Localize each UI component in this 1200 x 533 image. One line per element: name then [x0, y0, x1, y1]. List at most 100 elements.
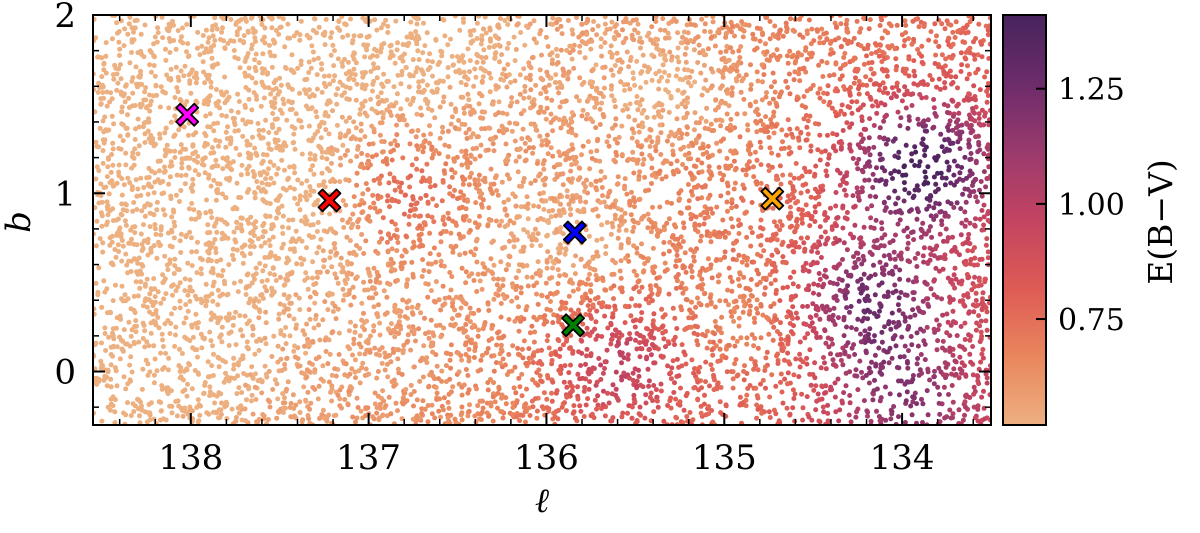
data-point	[371, 129, 377, 135]
data-point	[128, 354, 134, 360]
data-point	[410, 324, 416, 330]
data-point	[791, 323, 796, 329]
data-point	[100, 148, 106, 154]
data-point	[566, 370, 572, 376]
data-point	[304, 245, 309, 251]
data-point	[384, 294, 390, 300]
data-point	[613, 29, 619, 35]
data-point	[887, 240, 893, 246]
data-point	[707, 339, 713, 345]
data-point	[882, 208, 888, 213]
data-point	[219, 400, 225, 406]
data-point	[163, 125, 169, 131]
data-point	[821, 409, 827, 415]
data-point	[881, 118, 887, 124]
data-point	[571, 65, 577, 71]
data-point	[478, 41, 484, 47]
data-point	[233, 342, 239, 348]
data-point	[442, 221, 447, 227]
data-point	[544, 319, 550, 325]
data-point	[894, 80, 900, 86]
data-point	[852, 352, 858, 357]
data-point	[247, 238, 253, 243]
data-point	[594, 187, 600, 193]
data-point	[701, 401, 707, 407]
data-point	[561, 379, 567, 385]
data-point	[978, 179, 984, 184]
data-point	[724, 24, 730, 30]
data-point	[381, 288, 387, 294]
data-point	[168, 159, 174, 165]
data-point	[902, 38, 908, 43]
data-point	[408, 19, 414, 25]
data-point	[202, 383, 208, 388]
data-point	[820, 74, 826, 79]
data-point	[582, 55, 588, 61]
data-point	[389, 157, 395, 163]
data-point	[161, 365, 167, 370]
data-point	[497, 59, 502, 65]
data-point	[242, 406, 248, 412]
data-point	[855, 142, 861, 148]
data-point	[718, 49, 724, 55]
data-point	[409, 259, 415, 265]
data-point	[394, 122, 399, 128]
data-point	[592, 104, 598, 110]
data-point	[560, 182, 566, 188]
data-point	[514, 315, 520, 321]
data-point	[477, 91, 482, 96]
data-point	[310, 211, 316, 217]
data-point	[948, 322, 954, 328]
data-point	[316, 383, 322, 389]
data-point	[522, 140, 528, 146]
data-point	[266, 130, 272, 135]
data-point	[427, 251, 433, 257]
data-point	[679, 101, 685, 107]
data-point	[513, 390, 519, 396]
data-point	[421, 132, 427, 138]
data-point	[758, 162, 764, 168]
data-point	[195, 153, 201, 159]
data-point	[827, 99, 833, 105]
data-point	[649, 24, 655, 30]
data-point	[126, 95, 132, 101]
data-point	[175, 284, 181, 290]
data-point	[636, 129, 642, 135]
data-point	[450, 384, 456, 390]
data-point	[280, 346, 286, 352]
data-point	[267, 42, 272, 48]
data-point	[127, 180, 133, 186]
data-point	[375, 369, 381, 374]
data-point	[692, 79, 698, 85]
data-point	[337, 403, 343, 409]
data-point	[480, 405, 486, 411]
data-point	[413, 29, 419, 35]
data-point	[207, 329, 213, 335]
data-point	[861, 224, 867, 230]
data-point	[306, 35, 312, 41]
data-point	[516, 268, 522, 274]
data-point	[650, 318, 656, 324]
data-point	[805, 303, 810, 309]
data-point	[468, 152, 474, 158]
data-point	[915, 209, 921, 215]
data-point	[459, 392, 465, 398]
data-point	[485, 387, 491, 393]
data-point	[629, 296, 634, 302]
data-point	[583, 184, 588, 190]
data-point	[945, 103, 951, 109]
data-point	[594, 249, 600, 255]
data-point	[305, 404, 311, 410]
data-point	[585, 18, 591, 24]
data-point	[757, 38, 763, 44]
data-point	[640, 384, 646, 390]
data-point	[895, 302, 901, 308]
data-point	[949, 97, 955, 103]
data-point	[487, 186, 493, 191]
data-point	[226, 262, 232, 268]
data-point	[304, 178, 310, 184]
data-point	[717, 399, 723, 405]
data-point	[805, 331, 811, 337]
data-point	[177, 305, 183, 311]
data-point	[594, 32, 600, 38]
